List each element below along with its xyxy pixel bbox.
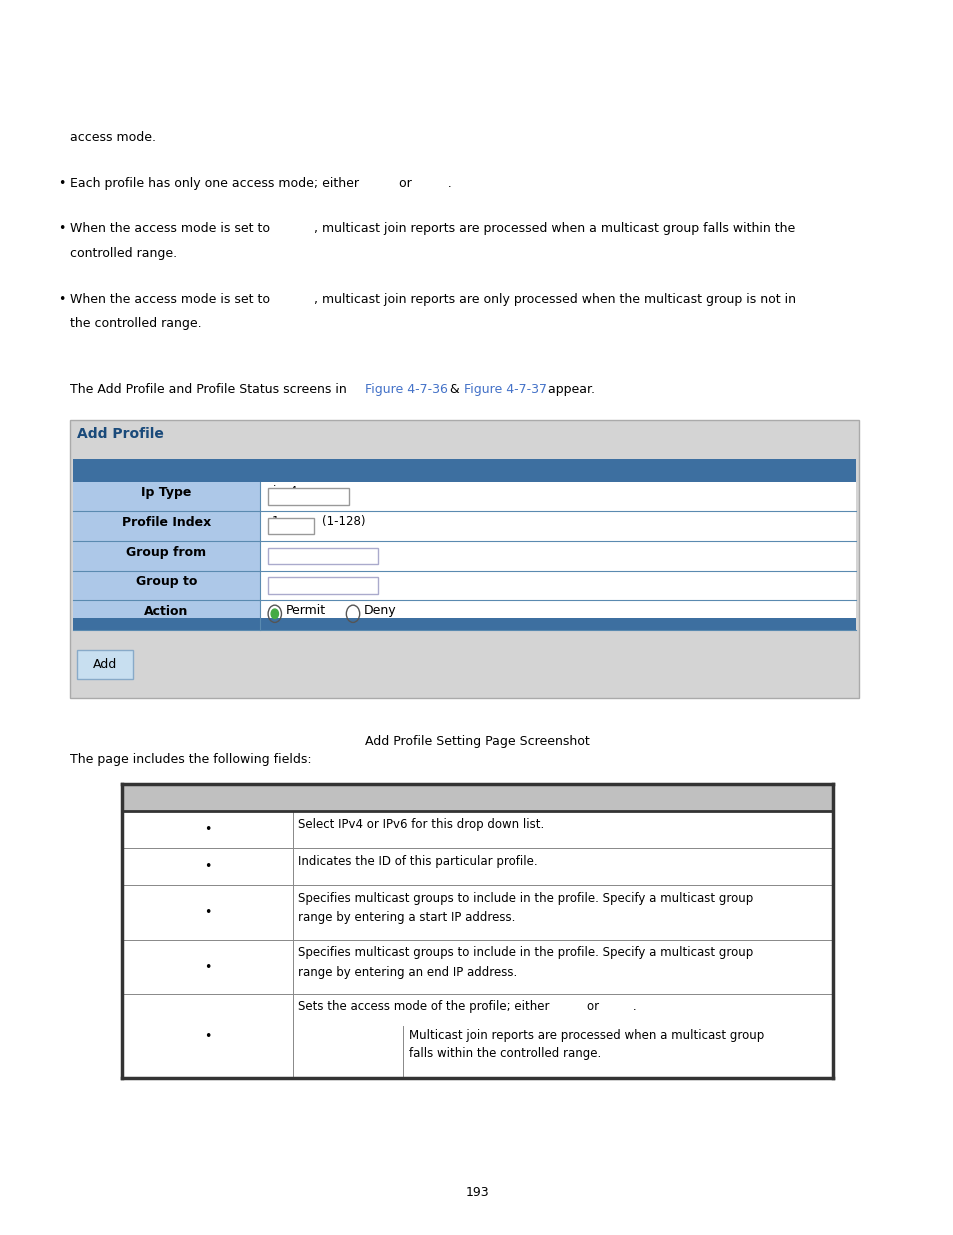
Text: When the access mode is set to           , multicast join reports are processed : When the access mode is set to , multica… [70,222,794,236]
Text: •: • [58,222,66,236]
Text: access mode.: access mode. [70,131,155,144]
Text: •: • [204,824,211,836]
Text: Multicast join reports are processed when a multicast group: Multicast join reports are processed whe… [408,1029,763,1042]
Circle shape [271,609,278,619]
Bar [72,600,260,630]
Bar [72,618,855,630]
Text: controlled range.: controlled range. [70,247,176,261]
Text: Ip Type: Ip Type [141,487,192,499]
Text: appear.: appear. [543,383,594,396]
Bar [122,848,832,885]
Bar [260,600,855,630]
Text: The Add Profile and Profile Status screens in: The Add Profile and Profile Status scree… [70,383,350,396]
Bar [260,571,855,600]
Bar [268,488,349,505]
Bar [268,517,314,535]
Bar [260,511,855,541]
Text: Select IPv4 or IPv6 for this drop down list.: Select IPv4 or IPv6 for this drop down l… [298,818,544,831]
Text: Specifies multicast groups to include in the profile. Specify a multicast group: Specifies multicast groups to include in… [298,892,753,905]
Text: the controlled range.: the controlled range. [70,317,201,331]
Text: 1: 1 [272,515,279,527]
Bar [268,547,377,564]
Bar [122,940,832,994]
Text: Group from: Group from [127,546,207,558]
Text: Permit: Permit [285,604,325,616]
Text: &: & [445,383,463,396]
Text: ipv4: ipv4 [273,485,298,498]
Text: Figure 4-7-37: Figure 4-7-37 [463,383,546,396]
Text: Profile Index: Profile Index [122,516,211,529]
Text: Indicates the ID of this particular profile.: Indicates the ID of this particular prof… [298,855,537,868]
Text: When the access mode is set to           , multicast join reports are only proce: When the access mode is set to , multica… [70,293,795,306]
Text: Action: Action [144,605,189,618]
Text: Each profile has only one access mode; either          or         .: Each profile has only one access mode; e… [70,177,451,190]
Text: Group to: Group to [135,576,197,588]
Bar [268,577,377,594]
Bar [70,420,858,698]
Bar [260,482,855,511]
Bar [122,811,832,848]
Text: 193: 193 [465,1186,488,1199]
Text: •: • [58,293,66,306]
Text: •: • [204,861,211,873]
Text: Specifies multicast groups to include in the profile. Specify a multicast group: Specifies multicast groups to include in… [298,946,753,960]
Text: ⌄: ⌄ [325,487,335,496]
Text: Add Profile: Add Profile [77,427,164,441]
Bar [72,459,855,482]
Bar [72,571,260,600]
Text: Add: Add [92,658,117,671]
Text: range by entering an end IP address.: range by entering an end IP address. [298,966,517,979]
Bar [72,511,260,541]
Bar [72,541,260,571]
Text: •: • [58,177,66,190]
Text: Deny: Deny [363,604,395,616]
Text: The page includes the following fields:: The page includes the following fields: [70,753,311,767]
Bar [260,541,855,571]
Bar [122,784,832,811]
Bar [72,482,260,511]
Text: range by entering a start IP address.: range by entering a start IP address. [298,911,516,925]
Text: (1-128): (1-128) [321,515,365,527]
Bar [122,994,832,1078]
Text: Figure 4-7-36: Figure 4-7-36 [365,383,448,396]
Text: •: • [204,906,211,919]
Text: falls within the controlled range.: falls within the controlled range. [408,1047,600,1061]
Bar [122,885,832,940]
Bar [77,650,132,679]
Text: •: • [204,961,211,973]
Text: Sets the access mode of the profile; either          or         .: Sets the access mode of the profile; eit… [298,1000,637,1014]
Text: Add Profile Setting Page Screenshot: Add Profile Setting Page Screenshot [364,735,589,748]
Text: •: • [204,1030,211,1042]
